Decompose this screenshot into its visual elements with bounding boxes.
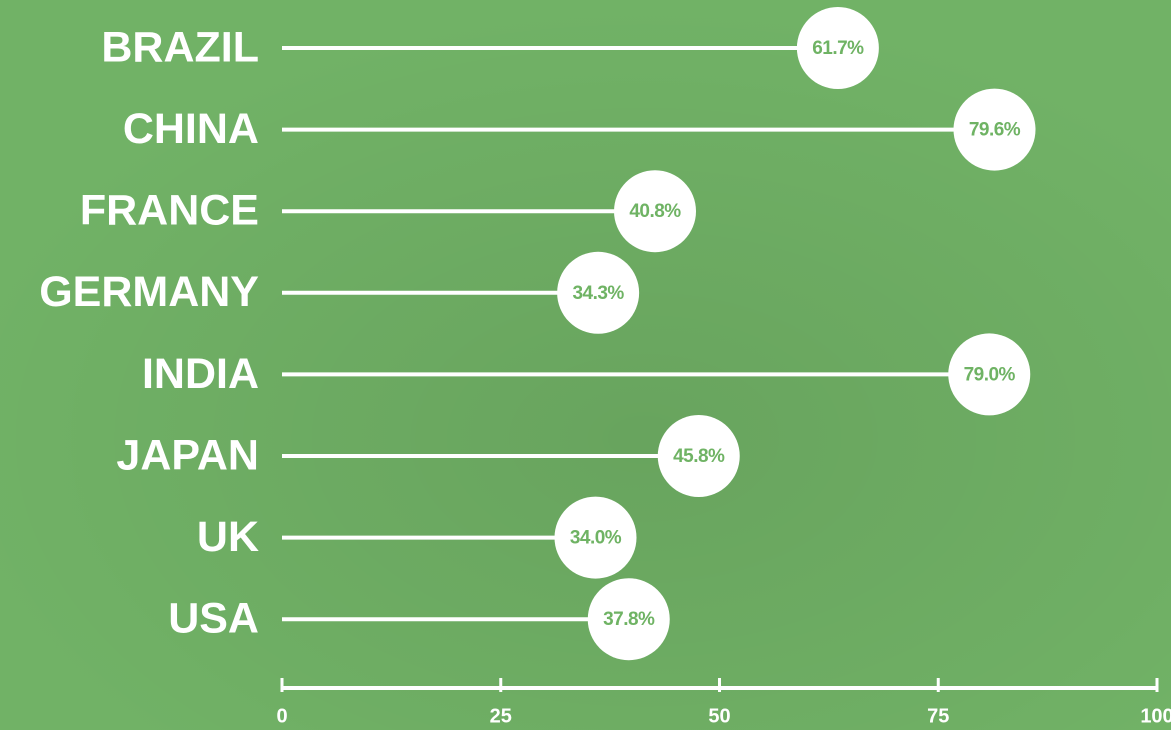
value-label: 37.8% (603, 609, 655, 630)
category-label: INDIA (142, 350, 259, 398)
value-label: 61.7% (812, 38, 864, 59)
chart: 0 25 50 75 100 BRAZIL 61.7% CHINA 79.6% FRANCE 40.… (0, 0, 1171, 730)
category-label: GERMANY (39, 268, 259, 316)
x-tick-label: 100 (1140, 705, 1171, 727)
category-label: USA (168, 595, 259, 643)
value-label: 34.3% (572, 283, 624, 304)
x-tick-label: 0 (276, 705, 287, 727)
value-label: 79.0% (964, 364, 1016, 385)
x-tick-label: 25 (490, 705, 512, 727)
category-label: FRANCE (80, 187, 259, 235)
value-label: 79.6% (969, 120, 1021, 141)
value-label: 40.8% (629, 201, 681, 222)
category-label: JAPAN (116, 431, 259, 479)
x-tick-label: 75 (927, 705, 949, 727)
category-label: UK (197, 513, 259, 561)
value-label: 34.0% (570, 528, 622, 549)
category-label: CHINA (123, 105, 259, 153)
x-tick-label: 50 (708, 705, 730, 727)
value-label: 45.8% (673, 446, 725, 467)
category-label: BRAZIL (101, 23, 259, 71)
page: 0 25 50 75 100 BRAZIL 61.7% CHINA 79.6% FRANCE 40.… (0, 0, 1171, 730)
